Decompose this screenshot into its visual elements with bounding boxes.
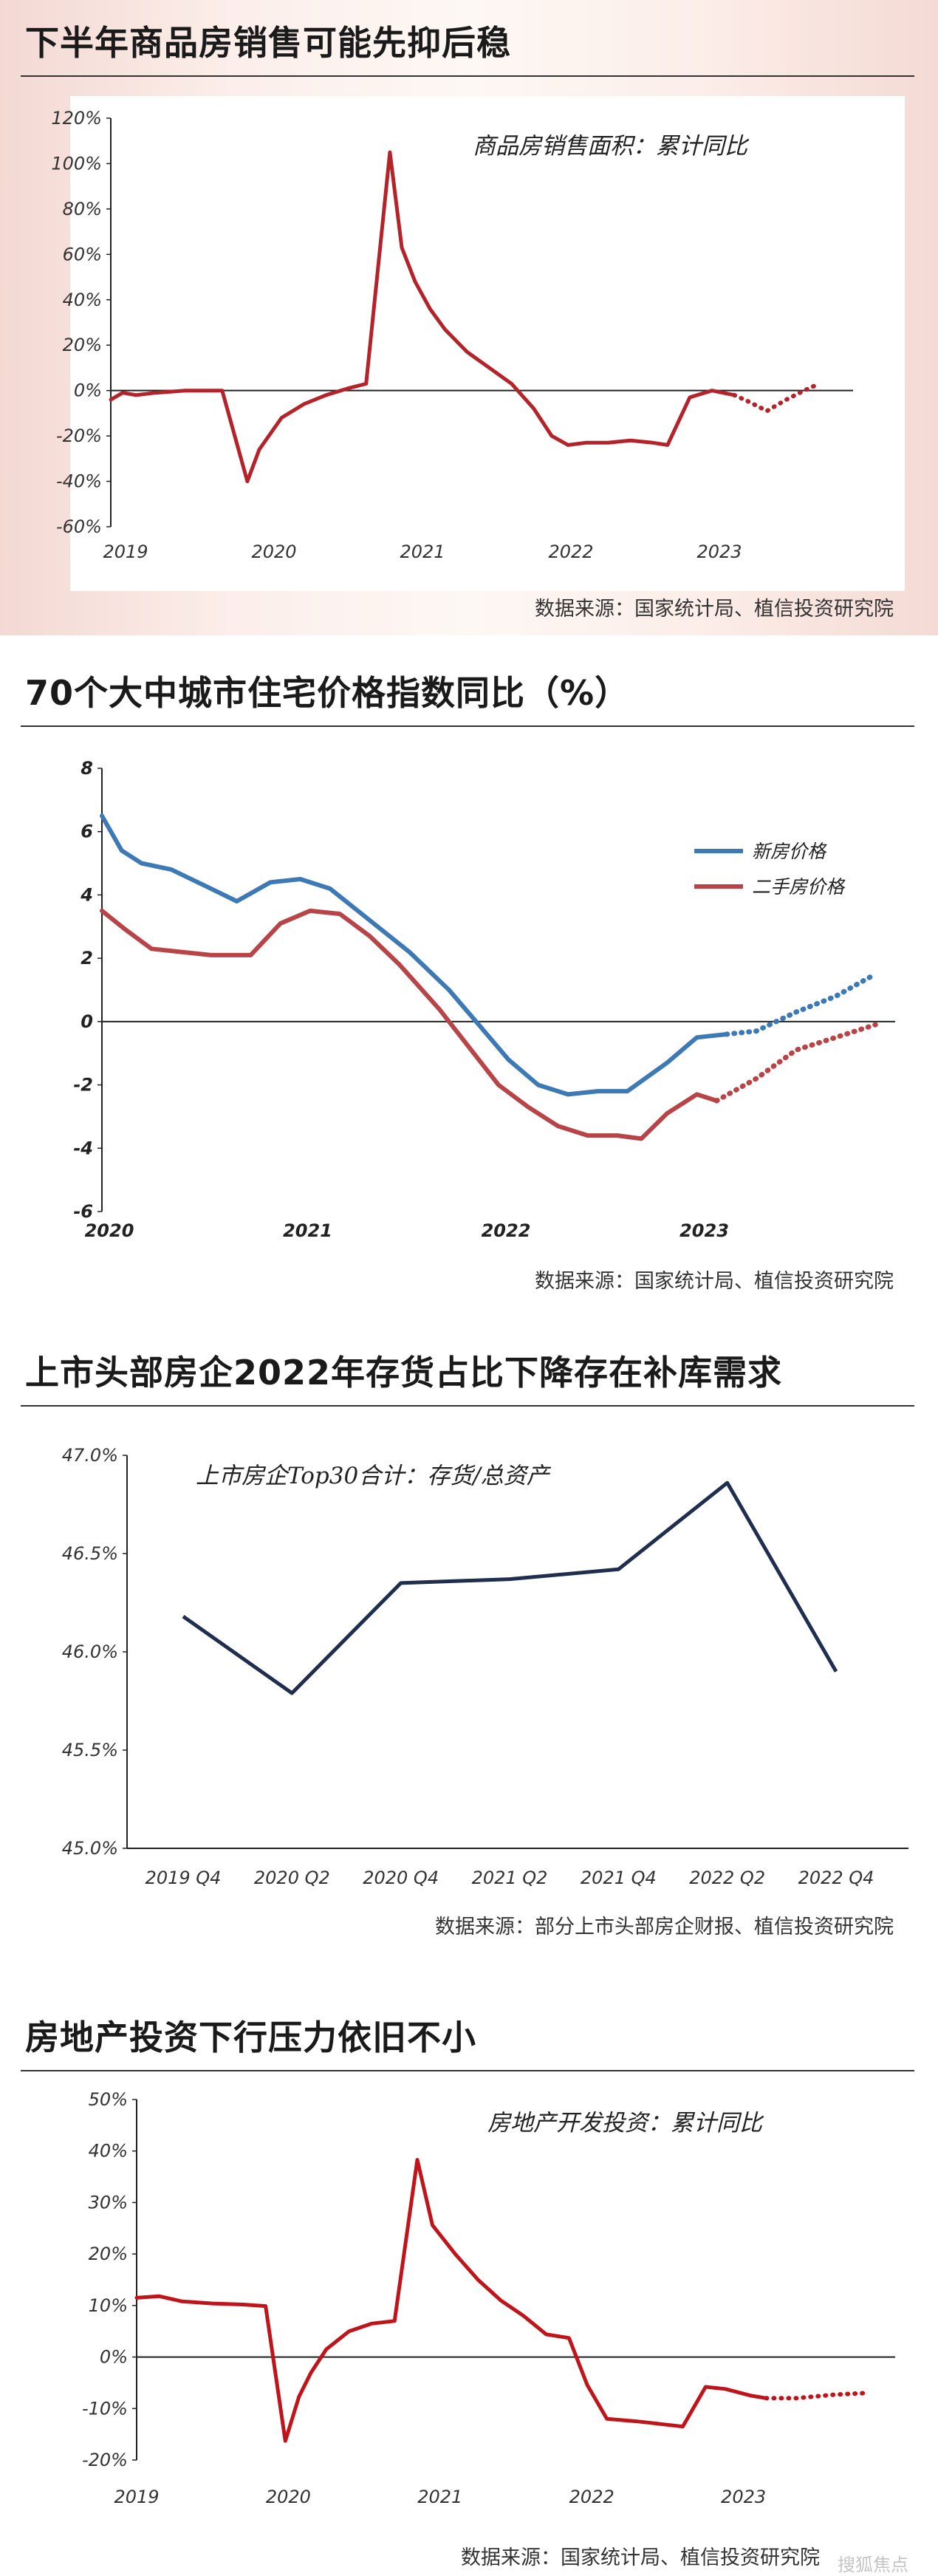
y-tick-label: 100% [51, 153, 102, 174]
watermark: 搜狐焦点 [838, 2550, 908, 2576]
panel-sales-area: 下半年商品房销售可能先抑后稳 120%100%80%60%40%20%0%-20… [0, 0, 938, 635]
chart-inventory-ratio: 47.0% 46.5% 46.0% 45.5% 45.0% 2019 Q4 2020 Q2 2… [0, 1300, 938, 1980]
y-tick-label: 46.5% [62, 1543, 118, 1564]
x-tick-label: 2021 [400, 541, 445, 562]
x-tick-label: 2023 [696, 541, 742, 562]
forecast-line-1 [734, 384, 819, 411]
y-tick-label: 30% [89, 2192, 128, 2213]
source-note: 数据来源：国家统计局、植信投资研究院 [535, 592, 894, 621]
y-tick-label: 2 [81, 948, 93, 968]
y-tick-label: 40% [89, 2141, 128, 2162]
x-tick-label: 2022 Q4 [798, 1868, 874, 1888]
y-tick-label: -40% [56, 471, 102, 492]
chart-note: 商品房销售面积：累计同比 [473, 127, 747, 160]
legend-label: 二手房价格 [752, 876, 846, 898]
y-tick-label: 80% [63, 199, 102, 219]
y-tick-label: 45.5% [62, 1740, 118, 1760]
x-tick-label: 2021 Q2 [472, 1868, 548, 1888]
x-tick-label: 2022 [482, 1220, 531, 1241]
y-tick-label: 4 [80, 884, 93, 905]
x-tick-label: 2023 [679, 1220, 729, 1241]
y-tick-label: -60% [56, 516, 102, 537]
source-note: 数据来源：部分上市头部房企财报、植信投资研究院 [435, 1910, 894, 1939]
series-line-0 [111, 152, 734, 481]
y-tick-label: 0% [100, 2347, 128, 2368]
x-tick-label: 2020 [266, 2487, 311, 2507]
x-tick-label: 2022 Q2 [689, 1868, 765, 1888]
x-tick-label: 2022 [569, 2487, 615, 2507]
y-tick-label: 20% [63, 335, 102, 355]
x-tick-label: 2022 [548, 541, 593, 562]
y-tick-label: -20% [82, 2450, 128, 2470]
y-tick-label: 8 [81, 758, 93, 779]
legend-label: 新房价格 [752, 841, 827, 862]
y-tick-label: 0% [74, 380, 102, 401]
y-tick-label: 50% [89, 2089, 128, 2110]
panel-inventory-ratio: 上市头部房企2022年存货占比下降存在补库需求 47.0%46.5%46.0%4… [0, 1300, 938, 1980]
y-tick-label: 46.0% [62, 1641, 118, 1662]
x-tick-label: 2021 [417, 2487, 462, 2507]
series-line-0 [137, 2160, 766, 2442]
source-note: 数据来源：国家统计局、植信投资研究院 [461, 2541, 820, 2570]
y-tick-label: -20% [56, 426, 102, 446]
x-tick-label: 2020 Q4 [363, 1868, 439, 1888]
chart-investment-yoy: 50% 40% 30% 20% 10% 0% -10% -20% 2019 2020 2021 202… [0, 1980, 938, 2575]
y-tick-label: -6 [73, 1201, 93, 1222]
x-tick-label: 2019 [103, 541, 148, 562]
forecast-line-1 [727, 974, 875, 1034]
y-tick-label: -10% [82, 2398, 128, 2419]
x-tick-label: 2020 Q2 [254, 1868, 330, 1888]
y-tick-label: 60% [63, 244, 102, 264]
series-line-2 [102, 911, 716, 1139]
source-note: 数据来源：国家统计局、植信投资研究院 [535, 1265, 894, 1294]
y-tick-label: 0 [81, 1011, 93, 1032]
panel-investment: 房地产投资下行压力依旧不小 50%40%30%20%10%0%-10%-20%2… [0, 1980, 938, 2575]
y-tick-label: 20% [89, 2244, 128, 2264]
y-tick-label: 120% [51, 108, 102, 129]
x-tick-label: 2020 [251, 541, 296, 562]
y-tick-label: 10% [89, 2295, 128, 2316]
chart-sales-area-yoy: 120% 100% 80% 60% 40% 20% 0% -20% -40% -60%2019 20… [0, 0, 938, 635]
x-tick-label: 2021 Q4 [581, 1868, 657, 1888]
x-tick-label: 2023 [721, 2487, 766, 2507]
y-tick-label: 45.0% [62, 1838, 118, 1859]
y-tick-label: 47.0% [62, 1445, 118, 1466]
y-tick-label: -4 [73, 1138, 93, 1158]
chart-note: 上市房企Top30合计：存货/总资产 [196, 1457, 550, 1490]
series-line [183, 1483, 836, 1693]
y-tick-label: -2 [73, 1075, 93, 1096]
x-tick-label: 2019 [114, 2487, 159, 2507]
y-tick-label: 40% [63, 290, 102, 310]
y-tick-label: 6 [81, 821, 93, 842]
x-tick-label: 2019 Q4 [146, 1868, 222, 1888]
forecast-line-3 [716, 1025, 875, 1101]
x-tick-label: 2020 [85, 1220, 134, 1241]
x-tick-label: 2021 [283, 1220, 332, 1241]
chart-note: 房地产开发投资：累计同比 [487, 2104, 762, 2137]
forecast-line-1 [766, 2393, 865, 2398]
